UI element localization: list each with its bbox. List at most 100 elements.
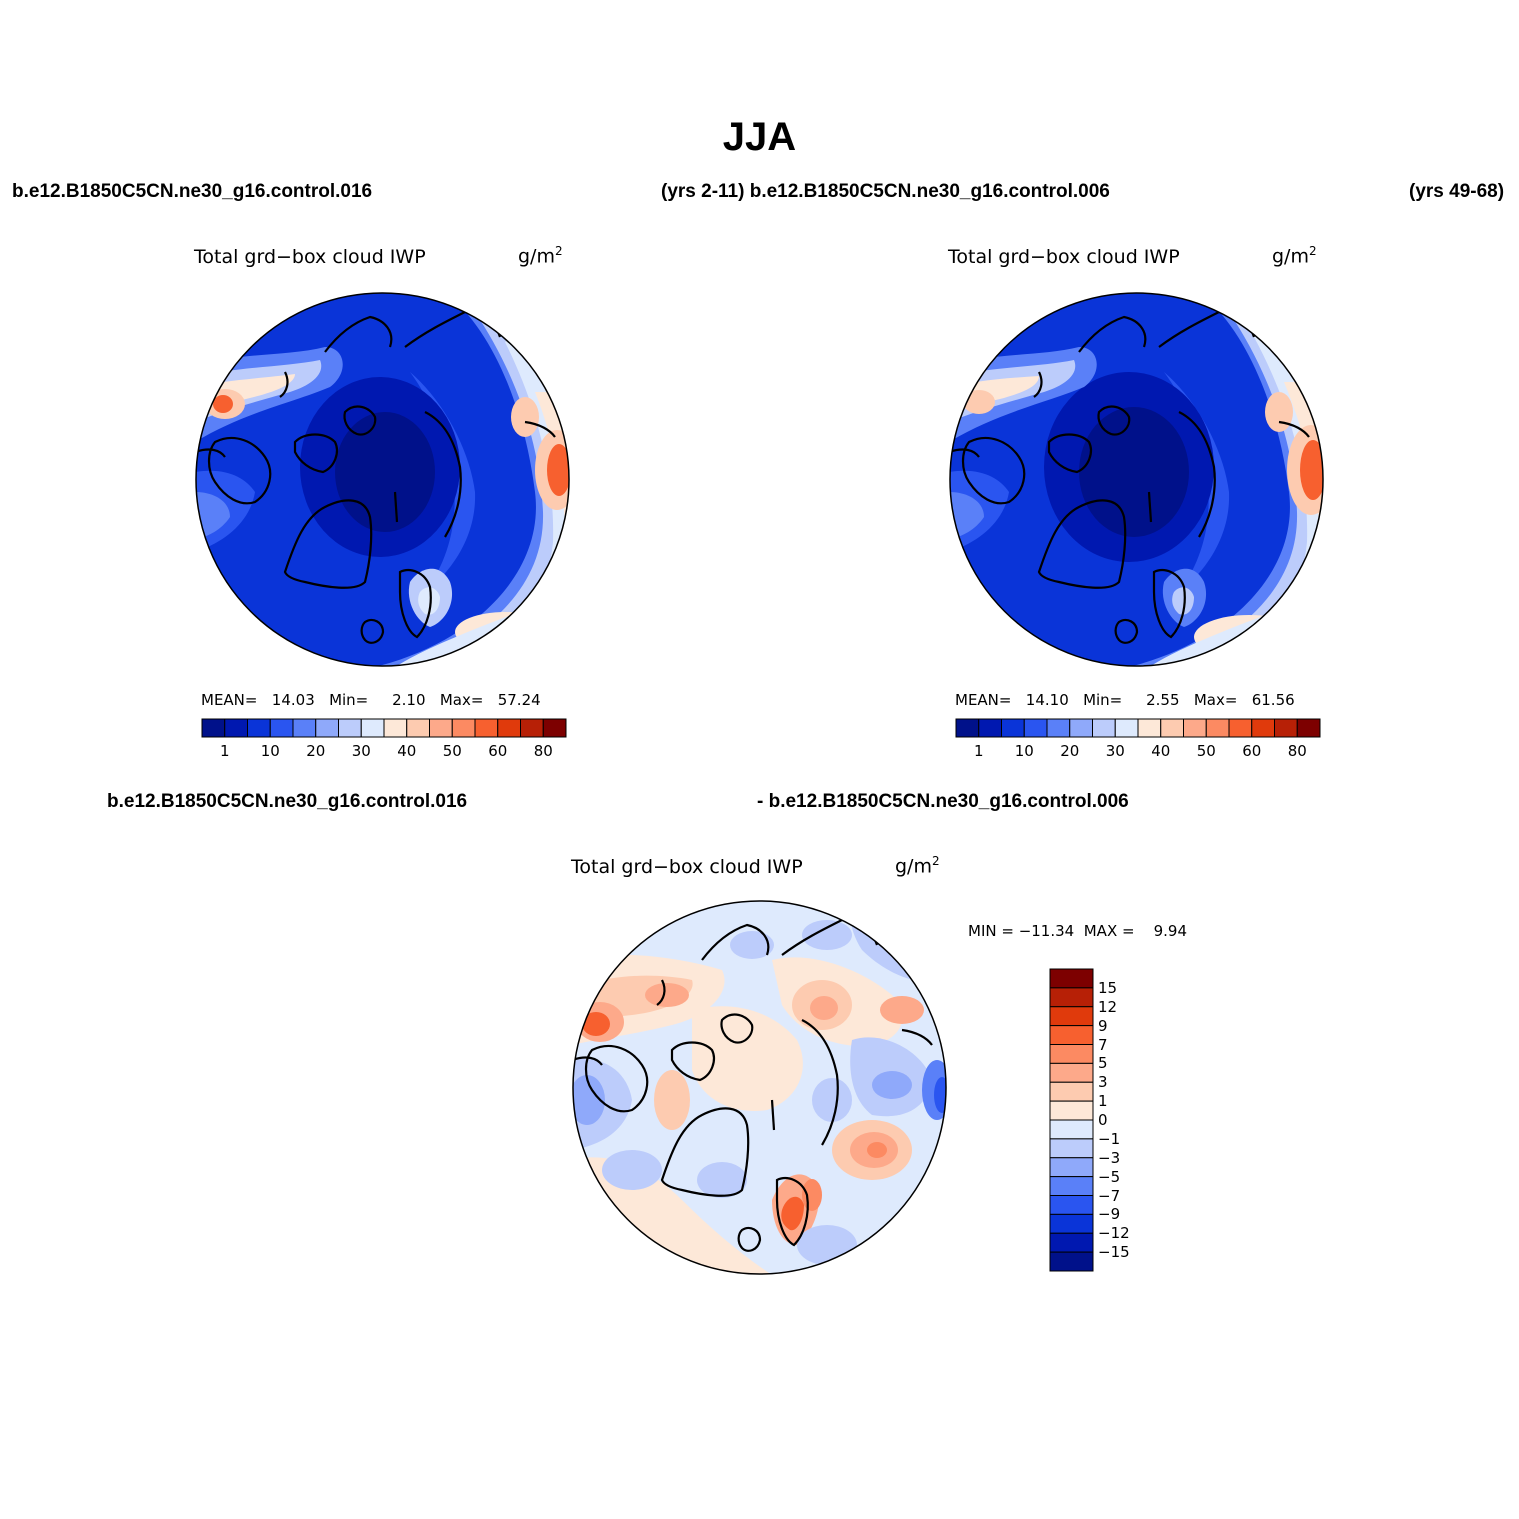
- colorbar-box: [1049, 1044, 1094, 1064]
- colorbar-tick-label: 80: [1287, 742, 1307, 760]
- panel1-stats: MEAN= 14.03 Min= 2.10 Max= 57.24: [201, 691, 541, 709]
- colorbar-tick-label: 30: [1105, 742, 1125, 760]
- colorbar-box: [269, 718, 294, 738]
- colorbar-tick-label: −15: [1098, 1243, 1130, 1262]
- colorbar-box: [1049, 1213, 1094, 1234]
- map3-frame: [572, 900, 947, 1275]
- colorbar-box: [360, 718, 385, 738]
- colorbar-box: [247, 718, 271, 738]
- colorbar-tick-label: 80: [533, 742, 553, 760]
- colorbar-case-a: 1 10 20 30 40 50 60 80: [201, 718, 567, 760]
- colorbar-box: [315, 718, 339, 738]
- panel2-stats: MEAN= 14.10 Min= 2.55 Max= 61.56: [955, 691, 1295, 709]
- colorbar-tick-label: 1: [1098, 1092, 1108, 1111]
- colorbar-box: [1046, 718, 1071, 738]
- colorbar-tick-label: −3: [1098, 1148, 1121, 1167]
- colorbar-boxes: [1049, 968, 1094, 1272]
- panel1-variable-title: Total grd−box cloud IWP: [194, 246, 426, 268]
- colorbar-tick-label: 9: [1098, 1016, 1108, 1035]
- case-a-label: b.e12.B1850C5CN.ne30_g16.control.016: [12, 181, 373, 202]
- colorbar-box: [1049, 1138, 1094, 1159]
- colorbar-tick-label: 5: [1098, 1054, 1108, 1073]
- colorbar-tick-label: 0: [1098, 1111, 1108, 1129]
- colorbar-box: [1049, 1006, 1094, 1027]
- colorbar-tick-label: −9: [1098, 1205, 1121, 1224]
- colorbar-tick-label: 60: [1242, 742, 1262, 760]
- colorbar-box: [1114, 718, 1139, 738]
- colorbar-box: [1049, 987, 1094, 1008]
- diff-case-a-label: b.e12.B1850C5CN.ne30_g16.control.016: [107, 791, 468, 812]
- max-value: 57.24: [497, 691, 541, 709]
- colorbar-box: [1251, 718, 1275, 738]
- colorbar-box: [338, 718, 362, 738]
- colorbar-box: [1049, 1251, 1094, 1272]
- colorbar-tick-label: 50: [1196, 742, 1216, 760]
- min-label: Min=: [329, 691, 369, 709]
- colorbar-tick-label: 12: [1098, 997, 1118, 1016]
- colorbar-box: [978, 718, 1002, 738]
- colorbar-box: [1183, 718, 1207, 738]
- colorbar-tick-label: 50: [442, 742, 462, 760]
- colorbar-box: [1049, 1081, 1094, 1102]
- colorbar-tick-label: −7: [1098, 1186, 1121, 1205]
- panel3-minmax: MIN = −11.34 MAX = 9.94: [968, 922, 1188, 940]
- colorbar-box: [406, 718, 430, 738]
- colorbar-box: [1069, 718, 1093, 738]
- colorbar-tick-label: 1: [219, 742, 230, 760]
- colorbar-box: [1137, 718, 1162, 738]
- colorbar-box: [1049, 1232, 1094, 1253]
- panel2-units: g/m2: [1272, 244, 1317, 268]
- colorbar-boxes: [955, 718, 1321, 738]
- polar-map-difference: [572, 900, 947, 1275]
- panel3-units: g/m2: [895, 854, 940, 878]
- colorbar-box: [542, 718, 567, 738]
- min-label: Min=: [1083, 691, 1123, 709]
- polar-map-case-b: [949, 292, 1324, 667]
- colorbar-tick-label: 20: [1060, 742, 1080, 760]
- colorbar-box: [224, 718, 248, 738]
- colorbar-box: [1228, 718, 1253, 738]
- colorbar-box: [497, 718, 521, 738]
- colorbar-box: [429, 718, 453, 738]
- case-b-label: (yrs 2-11) b.e12.B1850C5CN.ne30_g16.cont…: [661, 181, 1110, 202]
- colorbar-box: [1049, 968, 1094, 989]
- colorbar-tick-label: 10: [260, 742, 280, 760]
- colorbar-box: [1049, 1062, 1094, 1083]
- map2-frame: [949, 292, 1324, 667]
- colorbar-box: [1049, 1157, 1094, 1178]
- colorbar-tick-label: 3: [1098, 1073, 1108, 1092]
- min-value: 2.10: [392, 691, 426, 709]
- max-label: Max=: [439, 691, 484, 709]
- colorbar-case-b: 1 10 20 30 40 50 60 80: [955, 718, 1321, 760]
- max-label: Max=: [1193, 691, 1238, 709]
- colorbar-box: [292, 718, 317, 738]
- colorbar-box: [1205, 718, 1230, 738]
- panel1-units: g/m2: [518, 244, 563, 268]
- panel3-variable-title: Total grd−box cloud IWP: [571, 856, 803, 878]
- colorbar-box: [1274, 718, 1298, 738]
- colorbar-box: [451, 718, 476, 738]
- colorbar-box: [1160, 718, 1184, 738]
- colorbar-box: [201, 718, 226, 738]
- panel2-variable-title: Total grd−box cloud IWP: [948, 246, 1180, 268]
- colorbar-box: [1049, 1025, 1094, 1045]
- colorbar-box: [1049, 1100, 1094, 1121]
- colorbar-tick-label: 40: [1151, 742, 1171, 760]
- colorbar-box: [383, 718, 408, 738]
- colorbar-box: [1001, 718, 1025, 738]
- colorbar-box: [520, 718, 544, 738]
- colorbar-tick-label: 40: [397, 742, 417, 760]
- colorbar-tick-label: −5: [1098, 1167, 1121, 1186]
- colorbar-box: [474, 718, 499, 738]
- colorbar-tick-label: 20: [306, 742, 326, 760]
- case-b-years: (yrs 49-68): [1409, 181, 1505, 202]
- colorbar-tick-label: 60: [488, 742, 508, 760]
- colorbar-tick-label: −1: [1098, 1129, 1121, 1148]
- polar-map-case-a: [195, 292, 570, 667]
- diff-case-b-label: - b.e12.B1850C5CN.ne30_g16.control.006: [757, 791, 1129, 812]
- min-value: 2.55: [1146, 691, 1180, 709]
- colorbar-box: [1296, 718, 1321, 738]
- colorbar-tick-label: 15: [1098, 978, 1118, 997]
- map1-frame: [195, 292, 570, 667]
- main-title: JJA: [722, 115, 797, 159]
